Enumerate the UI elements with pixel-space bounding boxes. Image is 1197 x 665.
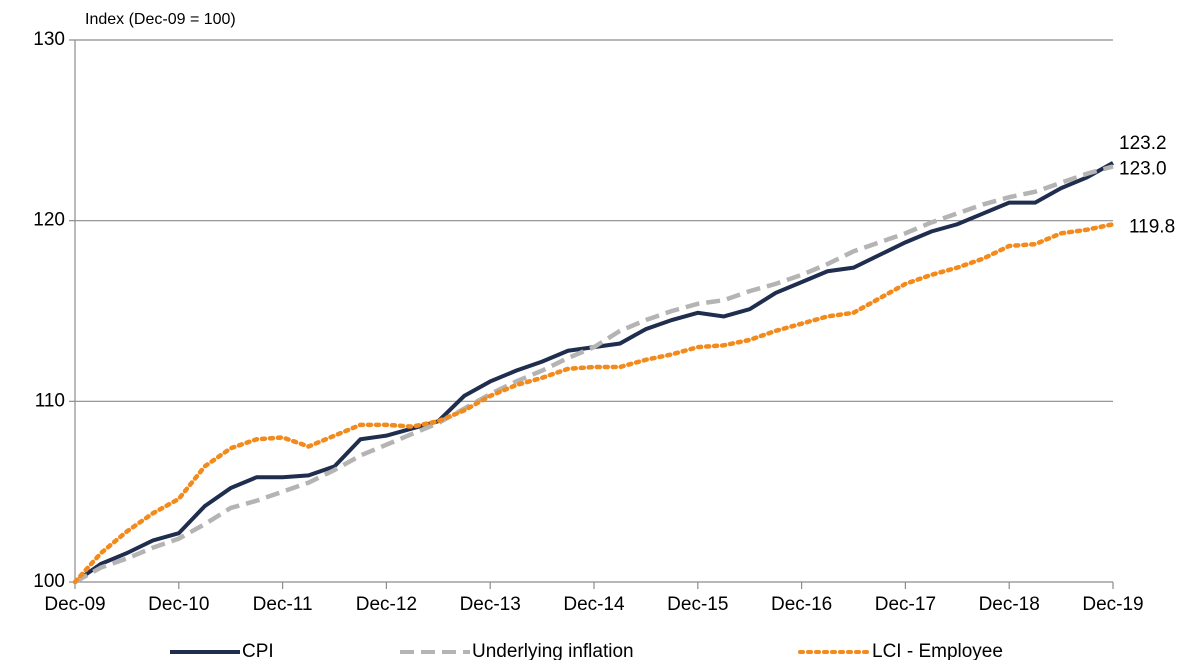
data-label: 119.8 xyxy=(1129,216,1175,237)
x-tick-label: Dec-11 xyxy=(253,594,313,615)
x-tick-label: Dec-14 xyxy=(563,594,625,615)
legend-label: LCI - Employee xyxy=(872,641,1003,660)
x-tick-label: Dec-12 xyxy=(356,594,417,615)
x-tick-label: Dec-19 xyxy=(1082,594,1143,615)
data-label: 123.2 xyxy=(1119,133,1167,154)
y-tick-label: 100 xyxy=(33,571,65,592)
chart-title: Index (Dec-09 = 100) xyxy=(85,11,236,28)
y-tick-label: 130 xyxy=(33,29,65,50)
x-tick-label: Dec-17 xyxy=(875,594,936,615)
y-tick-label: 120 xyxy=(33,210,65,231)
x-tick-label: Dec-18 xyxy=(979,594,1040,615)
x-tick-label: Dec-15 xyxy=(667,594,728,615)
x-tick-label: Dec-09 xyxy=(44,594,105,615)
legend-label: Underlying inflation xyxy=(472,641,634,660)
x-tick-label: Dec-13 xyxy=(460,594,521,615)
line-series xyxy=(73,164,1114,584)
x-tick-label: Dec-10 xyxy=(148,594,209,615)
y-tick-label: 110 xyxy=(35,390,65,411)
line-series xyxy=(72,222,1116,585)
line-series xyxy=(73,161,1114,584)
data-label: 123.0 xyxy=(1119,158,1167,179)
x-tick-label: Dec-16 xyxy=(771,594,832,615)
legend-label: CPI xyxy=(242,641,274,660)
